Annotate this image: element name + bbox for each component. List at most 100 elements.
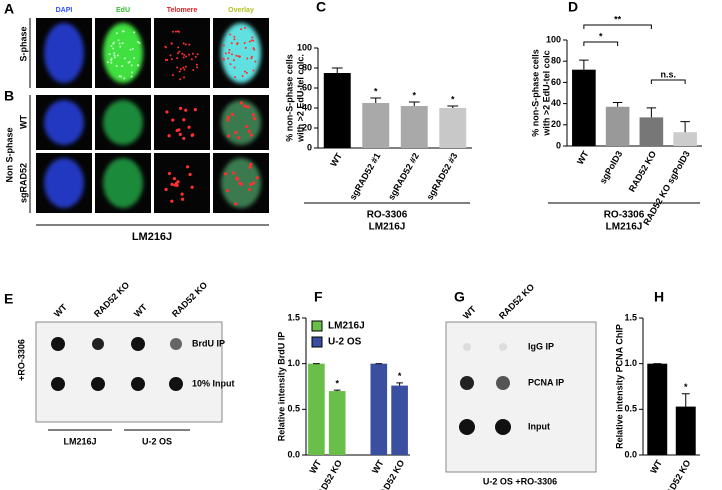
- focus: [174, 30, 177, 33]
- focus: [187, 53, 190, 56]
- focus: [245, 72, 248, 75]
- bar: [328, 391, 346, 455]
- y-tick-label: 1.5: [287, 312, 300, 322]
- error-bar: [681, 393, 690, 407]
- focus: [247, 129, 251, 133]
- error-bar: [447, 105, 459, 108]
- caption: U-2 OS +RO-3306: [483, 476, 557, 486]
- focus: [190, 133, 194, 137]
- focus: [233, 35, 236, 38]
- blot: [35, 321, 223, 423]
- focus: [136, 40, 139, 43]
- focus: [170, 58, 173, 61]
- nucleus: [103, 158, 143, 208]
- focus: [172, 30, 175, 33]
- significance-bracket: [650, 79, 686, 84]
- focus: [234, 76, 237, 79]
- significance-bracket: [583, 41, 619, 46]
- dot: [131, 337, 145, 351]
- significance: *: [374, 86, 378, 96]
- cell-line: LM216J: [132, 231, 172, 243]
- x-tick-label: sgRAD52 #1: [348, 151, 383, 201]
- significance: **: [614, 14, 622, 24]
- focus: [121, 65, 124, 68]
- focus: [106, 61, 109, 64]
- bar: [605, 106, 630, 146]
- y-tick-label: 1.0: [287, 358, 300, 368]
- focus: [248, 40, 251, 43]
- dot: [91, 377, 105, 391]
- focus: [171, 118, 175, 122]
- focus: [239, 182, 244, 186]
- treatment: +RO-3306: [16, 339, 26, 381]
- nucleus: [221, 100, 261, 145]
- focus: [251, 181, 256, 185]
- column-label: RAD52 KO: [497, 282, 536, 321]
- focus: [177, 46, 180, 49]
- footer-label: RO-3306: [604, 210, 645, 221]
- focus: [226, 134, 231, 138]
- y-tick-label: 0.0: [287, 449, 300, 459]
- focus: [112, 47, 115, 50]
- focus: [229, 33, 232, 36]
- x-tick-label: sgPolD3: [598, 149, 625, 185]
- focus: [176, 52, 179, 55]
- focus: [108, 53, 111, 56]
- focus: [180, 192, 184, 196]
- focus: [182, 118, 186, 122]
- significance: *: [412, 90, 416, 100]
- focus: [184, 108, 188, 112]
- error-bar: [408, 101, 420, 106]
- error-bar: [579, 59, 589, 70]
- row-label: BrdU IP: [192, 338, 225, 348]
- bar: [647, 363, 668, 455]
- focus: [182, 42, 185, 45]
- nucleus: [44, 158, 84, 208]
- x-tick-label: WT: [648, 458, 664, 476]
- focus: [172, 176, 177, 181]
- y-tick-label: 0: [307, 142, 312, 152]
- focus: [185, 165, 190, 169]
- channel-label: DAPI: [56, 7, 73, 14]
- focus: [178, 132, 182, 136]
- focus: [231, 171, 236, 175]
- focus: [251, 113, 256, 117]
- significance: *: [451, 94, 455, 104]
- focus: [183, 68, 186, 71]
- dot: [51, 377, 65, 391]
- y-axis-label: with >2 EdU-tel colc: [541, 50, 551, 136]
- focus: [230, 112, 235, 117]
- focus: [178, 30, 181, 33]
- focus: [190, 185, 194, 189]
- error-bar: [331, 67, 343, 73]
- focus: [252, 47, 255, 50]
- focus: [246, 105, 250, 109]
- bar: [673, 132, 697, 146]
- nucleus: [221, 23, 261, 83]
- y-tick-label: 20: [551, 119, 561, 129]
- focus: [165, 110, 169, 114]
- group-label: LM216J: [63, 436, 96, 446]
- focus: [115, 64, 118, 67]
- focus: [222, 57, 225, 60]
- error-bar: [333, 389, 341, 392]
- focus: [228, 48, 231, 51]
- focus: [115, 32, 118, 35]
- focus: [193, 108, 197, 112]
- x-tick-label: sgRAD52 #3: [425, 151, 460, 201]
- bar: [439, 108, 467, 148]
- significance: n.s.: [660, 69, 676, 79]
- column-label: RAD52 KO: [92, 280, 131, 319]
- group-label: U-2 OS: [142, 436, 172, 446]
- significance: *: [684, 382, 688, 392]
- nucleus: [103, 100, 143, 145]
- focus: [227, 57, 230, 60]
- error-bar: [370, 97, 382, 103]
- bar: [308, 363, 325, 455]
- row-label: WT: [18, 115, 28, 129]
- y-tick-label: 60: [302, 82, 312, 92]
- focus: [184, 43, 187, 46]
- focus: [164, 187, 168, 192]
- focus: [183, 76, 186, 79]
- focus: [182, 66, 185, 69]
